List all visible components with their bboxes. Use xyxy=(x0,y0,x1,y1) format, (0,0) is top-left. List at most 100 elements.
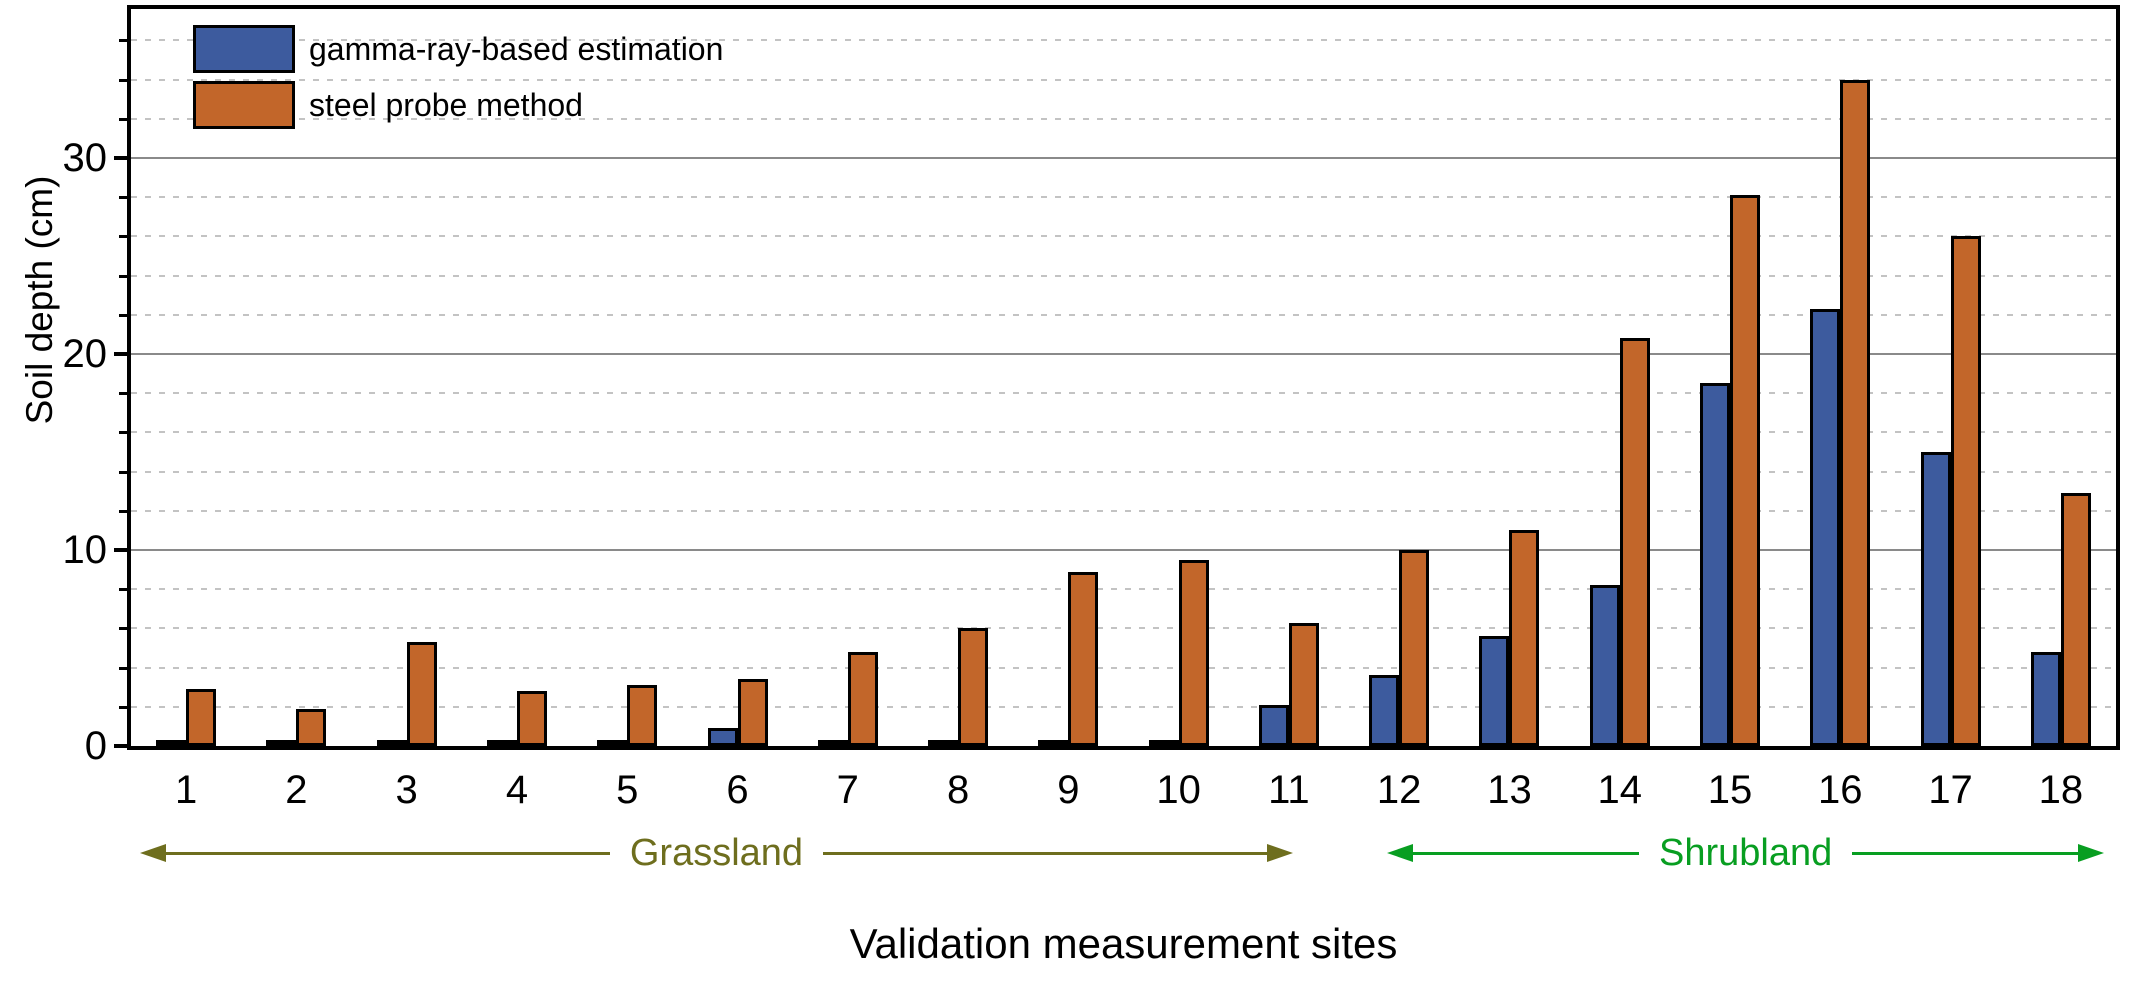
bar-gamma-site-4 xyxy=(486,740,517,746)
x-axis-title: Validation measurement sites xyxy=(849,920,1398,967)
plot-area: gamma-ray-based estimation steel probe m… xyxy=(63,5,2120,812)
bar-steel-site-17 xyxy=(1950,236,1981,746)
y-axis-tick-0 xyxy=(114,744,127,748)
bar-steel-site-18 xyxy=(2060,493,2091,746)
y-axis-tick-20 xyxy=(114,351,127,356)
legend-item-steel: steel probe method xyxy=(193,81,723,129)
bar-gamma-site-5 xyxy=(597,740,628,746)
bar-group-site-14 xyxy=(1565,9,1675,746)
bar-steel-site-4 xyxy=(516,691,547,746)
gridline-28 xyxy=(131,196,2116,199)
bar-gamma-site-9 xyxy=(1038,740,1069,746)
bar-gamma-site-2 xyxy=(266,740,297,746)
legend-swatch-gamma xyxy=(193,25,295,73)
bar-gamma-site-14 xyxy=(1589,585,1620,746)
x-tick-label-2: 2 xyxy=(285,768,308,812)
bar-group-site-12 xyxy=(1344,9,1454,746)
x-tick-label-18: 18 xyxy=(2038,768,2084,812)
arrowhead-right-icon xyxy=(2078,844,2104,862)
arrowhead-right-icon xyxy=(1266,844,1293,862)
bar-gamma-site-7 xyxy=(817,740,848,746)
bar-group-site-18 xyxy=(2006,9,2116,746)
gridline-10 xyxy=(131,549,2116,551)
bar-steel-site-7 xyxy=(847,651,878,746)
gridline-2 xyxy=(131,705,2116,708)
legend-swatch-steel xyxy=(193,81,295,129)
y-axis-tick-label-0: 0 xyxy=(84,724,107,768)
group-label-grassland: Grassland xyxy=(629,831,804,874)
bar-group-site-2 xyxy=(241,9,351,746)
gridline-32 xyxy=(131,117,2116,120)
bar-gamma-site-8 xyxy=(928,740,959,746)
gridline-12 xyxy=(131,509,2116,512)
y-axis-tick-14 xyxy=(119,470,127,474)
y-axis-tick-34 xyxy=(119,78,127,82)
arrowhead-left-icon xyxy=(1387,844,1414,862)
x-tick-label-11: 11 xyxy=(1268,768,1310,812)
gridline-24 xyxy=(131,274,2116,277)
y-axis-tick-8 xyxy=(119,588,127,592)
bar-gamma-site-11 xyxy=(1258,704,1289,746)
x-tick-label-8: 8 xyxy=(946,768,970,812)
x-tick-label-1: 1 xyxy=(175,768,198,812)
x-tick-label-5: 5 xyxy=(616,768,639,812)
bar-gamma-site-10 xyxy=(1148,740,1179,746)
legend: gamma-ray-based estimation steel probe m… xyxy=(193,25,723,129)
bar-group-site-8 xyxy=(903,9,1013,746)
x-tick-label-9: 9 xyxy=(1057,768,1080,812)
gridline-16 xyxy=(131,431,2116,434)
bar-gamma-site-3 xyxy=(376,740,407,746)
legend-item-gamma: gamma-ray-based estimation xyxy=(193,25,723,73)
y-axis-tick-10 xyxy=(114,548,127,552)
annotation-line xyxy=(1852,851,2078,855)
bar-group-site-10 xyxy=(1124,9,1234,746)
bar-gamma-site-18 xyxy=(2030,651,2061,746)
annotation-line xyxy=(1413,851,1639,855)
bar-gamma-site-12 xyxy=(1369,675,1400,746)
x-tick-label-4: 4 xyxy=(505,768,529,812)
bar-group-site-17 xyxy=(1895,9,2005,746)
bar-steel-site-9 xyxy=(1068,571,1099,746)
gridline-30 xyxy=(131,156,2116,159)
x-tick-label-16: 16 xyxy=(1818,768,1863,812)
bar-group-site-9 xyxy=(1013,9,1123,746)
y-axis-tick-32 xyxy=(119,117,127,121)
arrowhead-left-icon xyxy=(140,844,166,862)
bar-gamma-site-6 xyxy=(707,728,738,746)
x-tick-label-14: 14 xyxy=(1597,768,1642,812)
y-axis-tick-label-30: 30 xyxy=(62,135,108,180)
x-tick-label-7: 7 xyxy=(836,768,859,812)
bar-group-site-6 xyxy=(682,9,792,746)
y-axis-tick-label-20: 20 xyxy=(62,331,108,376)
annotation-line xyxy=(166,851,610,855)
bar-gamma-site-16 xyxy=(1810,308,1841,746)
bar-steel-site-1 xyxy=(186,689,217,746)
bar-steel-site-14 xyxy=(1619,338,1650,746)
gridline-26 xyxy=(131,235,2116,238)
bar-steel-site-8 xyxy=(958,628,989,746)
bar-group-site-13 xyxy=(1454,9,1564,746)
y-axis-tick-4 xyxy=(119,666,127,670)
legend-label-steel: steel probe method xyxy=(309,87,583,123)
y-axis-title: Soil depth (cm) xyxy=(19,175,60,425)
y-axis-tick-30 xyxy=(114,155,127,160)
bar-group-site-5 xyxy=(572,9,682,746)
y-axis-tick-18 xyxy=(119,392,127,396)
bar-steel-site-15 xyxy=(1730,195,1760,746)
gridline-8 xyxy=(131,588,2116,591)
gridline-6 xyxy=(131,627,2116,630)
bar-steel-site-6 xyxy=(737,679,768,746)
y-axis-tick-26 xyxy=(119,235,127,239)
bar-gamma-site-13 xyxy=(1479,636,1510,746)
bar-group-site-7 xyxy=(793,9,903,746)
bar-group-site-16 xyxy=(1785,9,1895,746)
gridline-36 xyxy=(131,39,2116,42)
x-tick-label-3: 3 xyxy=(395,768,418,812)
bar-steel-site-10 xyxy=(1178,559,1209,746)
x-tick-label-12: 12 xyxy=(1376,768,1422,812)
x-tick-label-6: 6 xyxy=(726,768,749,812)
gridline-4 xyxy=(131,666,2116,669)
x-tick-label-10: 10 xyxy=(1156,768,1201,812)
bar-group-site-11 xyxy=(1234,9,1344,746)
